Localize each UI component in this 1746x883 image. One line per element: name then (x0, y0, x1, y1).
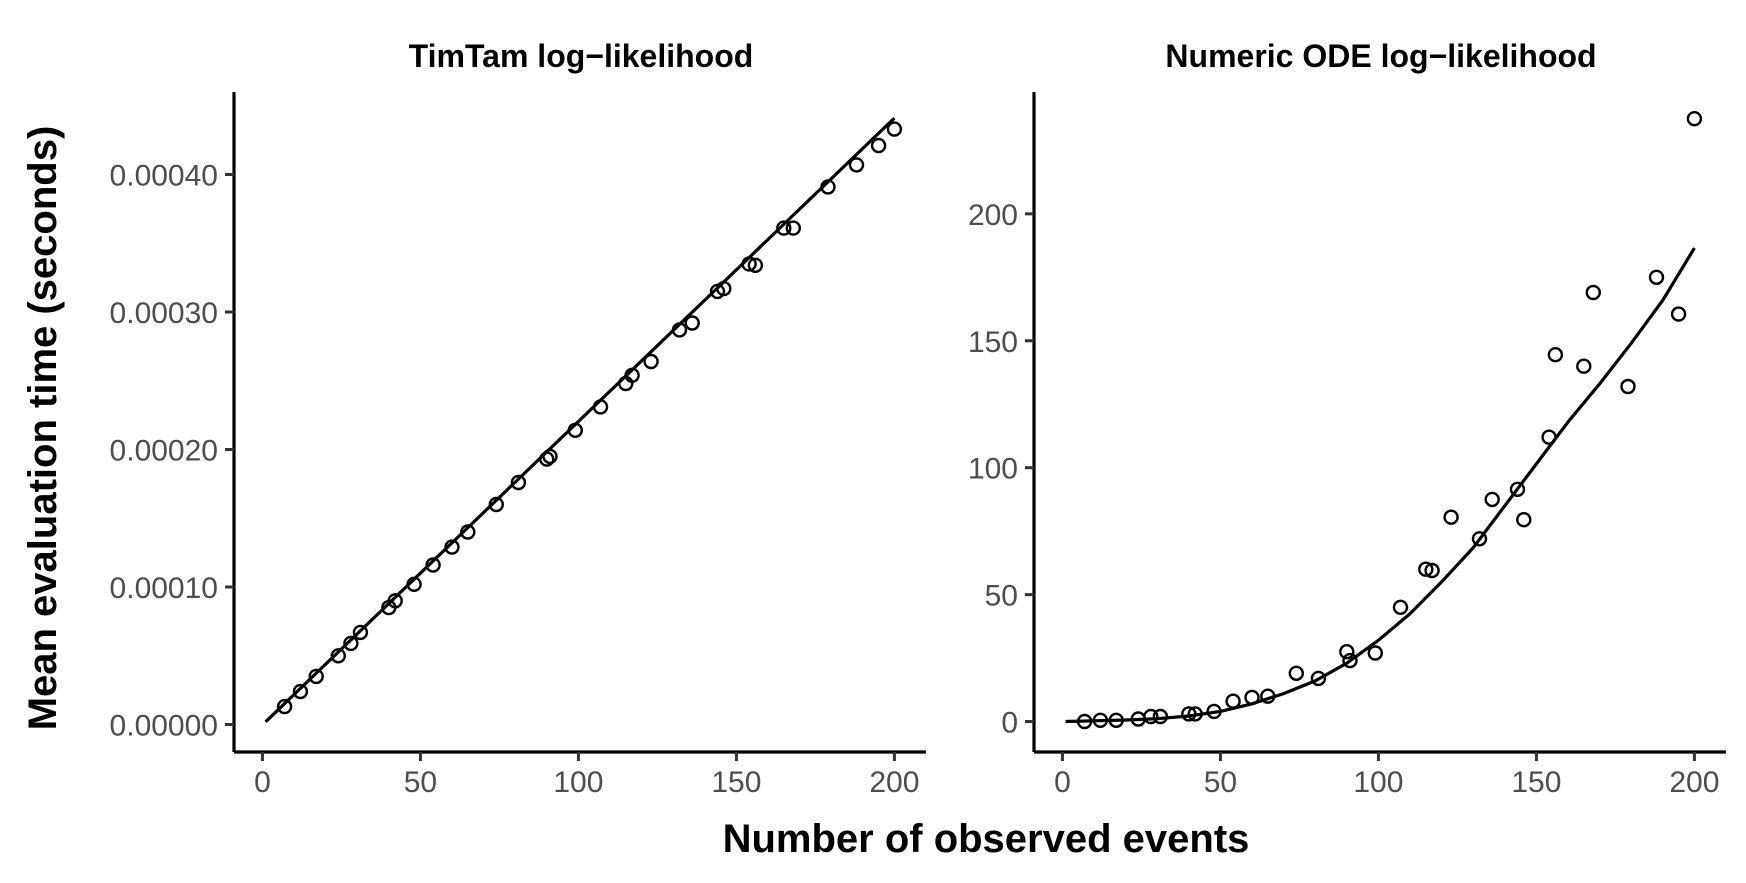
y-tick-label: 0.00030 (110, 297, 218, 330)
data-point (886, 121, 903, 137)
y-tick-label: 50 (985, 580, 1018, 613)
data-point (1484, 491, 1500, 508)
x-tick-label: 200 (869, 766, 919, 799)
y-tick-label: 0 (1001, 707, 1018, 740)
data-point (1143, 708, 1159, 725)
y-axis-title: Mean evaluation time (seconds) (21, 126, 65, 731)
data-point (308, 668, 324, 685)
y-tick-label: 200 (968, 199, 1018, 232)
data-point (1288, 665, 1305, 681)
data-point (425, 557, 441, 573)
x-tick-label: 150 (711, 766, 761, 799)
data-point (1310, 670, 1327, 687)
data-point (1547, 347, 1564, 363)
data-point (292, 683, 309, 700)
data-point (1424, 562, 1440, 579)
y-tick-label: 0.00020 (110, 435, 218, 468)
data-point (776, 220, 792, 236)
x-tick-label: 100 (553, 766, 603, 799)
x-tick-label: 200 (1669, 766, 1719, 799)
data-point (1392, 599, 1409, 615)
data-point (1686, 110, 1703, 127)
data-point (1443, 509, 1459, 525)
data-point (1367, 645, 1384, 661)
chart-title-timtam: TimTam log−likelihood (409, 38, 754, 74)
data-point (870, 137, 887, 154)
x-tick-label: 50 (404, 766, 437, 799)
chart-panel-numeric-ode: Numeric ODE log−likelihood 0 50 100 150 200 0… (968, 38, 1726, 799)
y-tick-label: 0.00040 (110, 160, 218, 193)
data-point (387, 593, 403, 609)
data-point (1339, 644, 1355, 660)
data-point (1585, 284, 1602, 301)
x-axis-title: Number of observed events (723, 817, 1250, 861)
data-point (848, 157, 865, 173)
chart-panel-timtam: TimTam log−likelihood 0 50 100 150 200 0.0000… (110, 38, 926, 799)
data-point (747, 257, 764, 273)
x-tick-label: 50 (1204, 766, 1237, 799)
x-tick-label: 100 (1353, 766, 1403, 799)
data-point (1648, 269, 1665, 285)
data-point (510, 474, 527, 491)
y-tick-label: 100 (968, 453, 1018, 486)
data-point (343, 635, 359, 652)
data-point (1509, 481, 1526, 497)
x-tick-label: 0 (1054, 766, 1071, 799)
y-tick-label: 0.00010 (110, 572, 218, 605)
fit-line-numeric-ode (1065, 247, 1696, 724)
data-point (785, 220, 801, 236)
x-tick-label: 0 (254, 766, 271, 799)
data-point (1516, 512, 1532, 528)
data-point (1670, 306, 1687, 322)
data-point (643, 353, 659, 370)
chart-title-numeric-ode: Numeric ODE log−likelihood (1165, 38, 1596, 74)
data-point (1471, 531, 1488, 547)
fit-line-timtam (264, 116, 896, 723)
x-tick-label: 150 (1511, 766, 1561, 799)
data-point (1418, 561, 1434, 577)
data-point (330, 648, 346, 664)
data-point (1576, 358, 1592, 374)
data-point (684, 315, 700, 331)
y-tick-label: 0.00000 (110, 710, 218, 743)
data-point (276, 698, 293, 715)
data-point (1342, 652, 1358, 669)
y-tick-label: 150 (968, 326, 1018, 359)
data-point (352, 624, 369, 641)
data-point (1620, 378, 1636, 395)
